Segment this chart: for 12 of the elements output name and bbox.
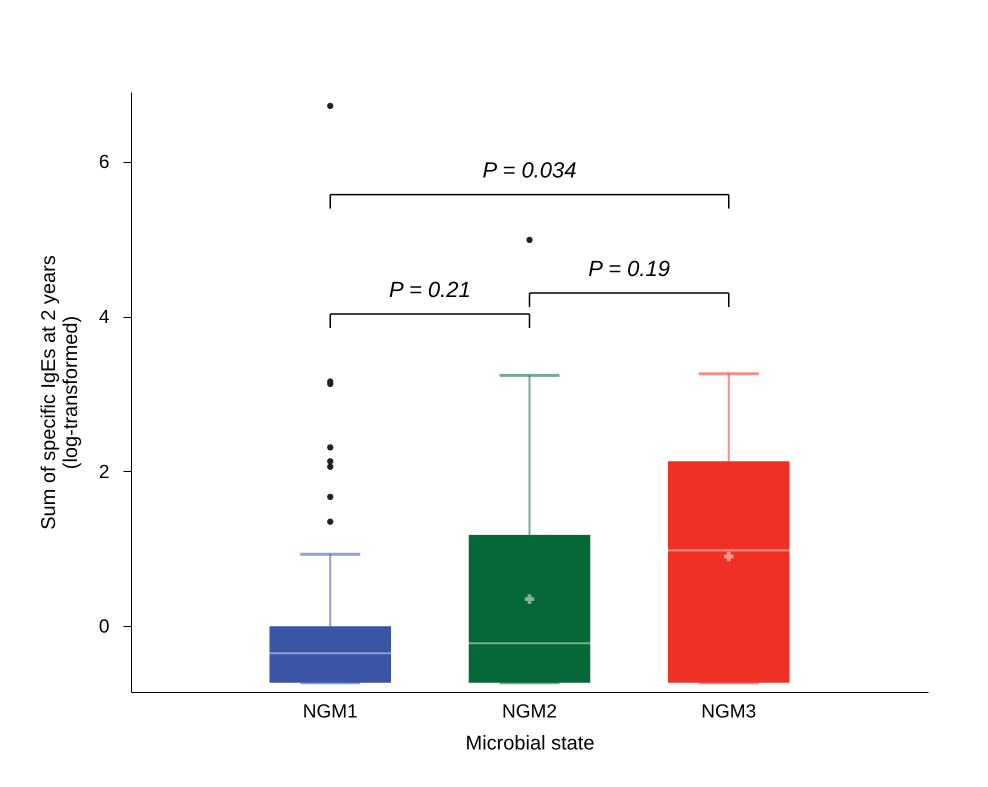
x-tick-label: NGM1 <box>302 702 358 722</box>
y-tick-label: 2 <box>98 462 110 483</box>
y-axis-title: Sum of specific IgEs at 2 years (log-transformed) <box>38 255 82 530</box>
x-axis-title: Microbial state <box>466 732 594 754</box>
annotation: P = 0.21 <box>389 277 471 302</box>
x-tick-label: NGM3 <box>701 702 756 722</box>
annotation: P = 0.19 <box>588 256 670 281</box>
y-tick-label: 6 <box>98 152 110 174</box>
x-tick-label: NGM2 <box>502 702 557 722</box>
annotation: P = 0.034 <box>482 158 576 183</box>
y-tick-label: 4 <box>98 307 110 328</box>
y-tick-label: 0 <box>98 616 110 638</box>
